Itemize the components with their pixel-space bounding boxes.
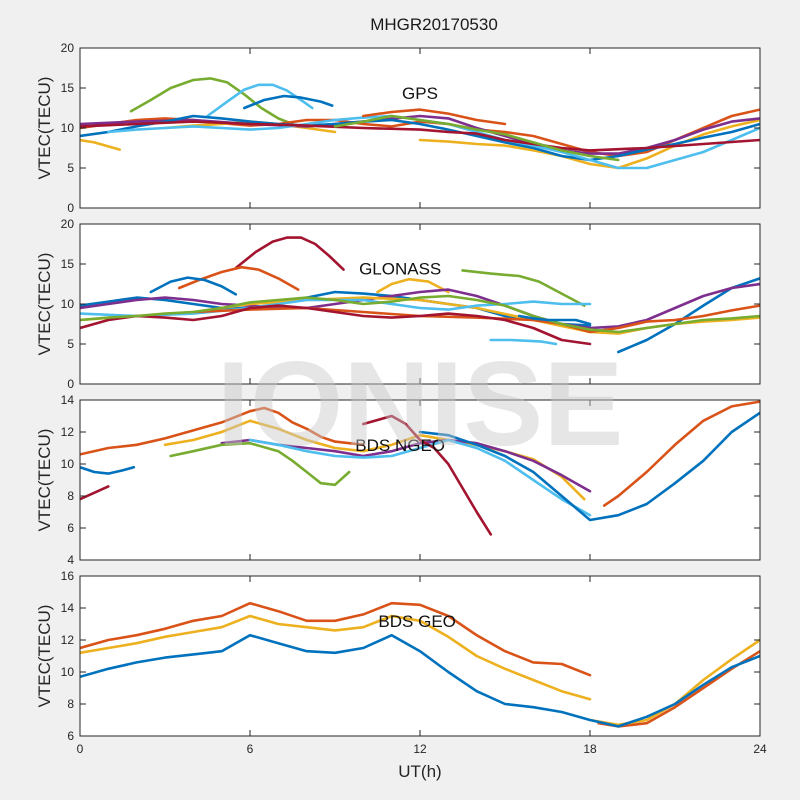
y-tick-label: 0 [67,377,74,391]
series-group [80,77,760,170]
series-line-2 [80,485,110,501]
watermark: IONISE [217,337,624,471]
series-line-7 [418,118,760,170]
series-line-8 [80,282,760,330]
series-line-9 [361,414,493,536]
series-line-1 [80,465,136,475]
y-tick-label: 5 [67,337,74,351]
panel-2: 0 5 10 15 20 VTEC(TECU) GLONASS [35,217,761,391]
y-tick-label: 16 [61,569,75,583]
y-tick-label: 10 [61,665,75,679]
series-line-11 [80,120,760,152]
y-tick-label: 14 [61,601,75,615]
y-tick-label: 20 [61,41,75,55]
series-line-8 [248,438,592,517]
y-tick-label: 6 [67,521,74,535]
series-group [80,400,760,536]
panel-annotation: GLONASS [359,259,441,278]
y-tick-label: 15 [61,257,75,271]
y-tick-label: 6 [67,729,74,743]
panels-group: 0 5 10 15 20 VTEC(TECU) GPS 0 5 10 15 20 VTEC(TECU) G… [35,41,767,756]
series-line-12 [333,114,620,162]
series-line-1 [234,236,345,271]
y-tick-label: 20 [61,217,75,231]
series-line-4 [602,400,760,507]
y-axis-label: VTEC(TECU) [35,253,54,356]
y-tick-label: 5 [67,161,74,175]
y-tick-label: 10 [61,457,75,471]
y-axis-label: VTEC(TECU) [35,77,54,180]
series-line-15 [517,314,592,326]
panel-annotation: BDS GEO [378,612,455,631]
x-tick-label: 12 [413,742,427,756]
y-tick-label: 10 [61,297,75,311]
x-tick-label: 6 [247,742,254,756]
series-line-5 [376,277,450,294]
series-line-5 [80,138,121,151]
y-tick-label: 8 [67,697,74,711]
y-tick-label: 15 [61,81,75,95]
series-line-14 [80,294,760,334]
x-tick-label: 24 [753,742,767,756]
series-line-10 [418,411,760,522]
figure-title: MHGR20170530 [370,15,498,34]
series-line-3 [243,94,334,110]
series-group [80,601,760,728]
plot-area [80,576,760,736]
y-axis-label: VTEC(TECU) [35,429,54,532]
y-tick-label: 8 [67,489,74,503]
series-line-6 [80,290,592,327]
series-line-13 [361,108,507,126]
series-line-11 [489,338,558,346]
panel-annotation: BDS NGEO [355,436,445,455]
y-tick-label: 14 [61,393,75,407]
series-line-1 [80,601,592,677]
series-group [80,236,760,354]
series-line-3 [80,406,365,456]
plot-area [80,48,760,208]
plot-area [80,400,760,560]
series-line-5 [80,633,760,728]
series-line-3 [149,276,238,296]
y-tick-label: 4 [67,553,74,567]
y-tick-label: 10 [61,121,75,135]
panel-annotation: GPS [402,84,438,103]
y-axis-label: VTEC(TECU) [35,605,54,708]
x-tick-label: 18 [583,742,597,756]
series-line-4 [461,269,586,307]
x-axis-label: UT(h) [398,762,441,781]
series-line-3 [80,614,592,701]
x-tick-label: 0 [77,742,84,756]
series-line-7 [169,441,351,487]
series-line-1 [129,77,294,126]
series-line-10 [80,298,592,318]
panel-1: 0 5 10 15 20 VTEC(TECU) GPS [35,41,761,215]
series-line-13 [80,304,592,346]
y-tick-label: 12 [61,633,75,647]
series-line-9 [80,114,760,162]
y-tick-label: 0 [67,201,74,215]
panel-3: 4 6 8 10 12 14 VTEC(TECU) BDS NGEO [35,393,761,567]
y-tick-label: 12 [61,425,75,439]
